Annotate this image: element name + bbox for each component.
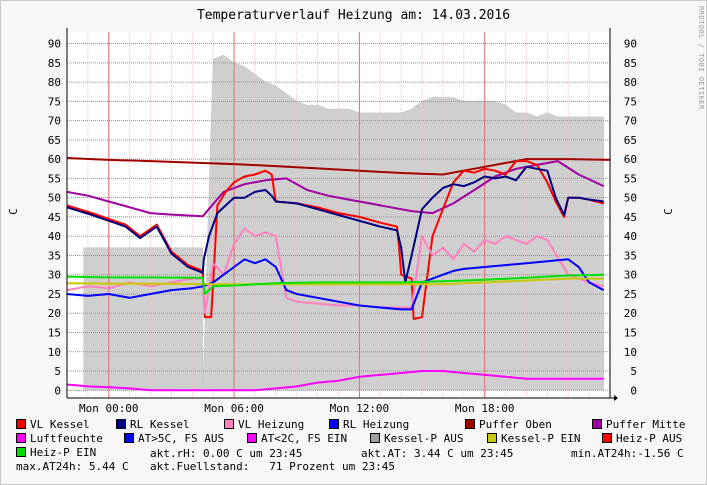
legend-item: RL Heizung — [329, 418, 409, 431]
y-tick-label-left: 75 — [48, 95, 61, 108]
info-outside-temp: akt.AT: 3.44 C um 23:45 — [361, 447, 514, 460]
y-tick-label-right: 25 — [624, 288, 637, 301]
legend-swatch — [602, 433, 612, 443]
legend-label: Puffer Oben — [479, 418, 552, 431]
y-tick-label-left: 5 — [54, 365, 61, 378]
legend-label: Heiz-P AUS — [616, 432, 683, 445]
y-tick-label-right: 80 — [624, 76, 637, 89]
y-tick-label-right: 75 — [624, 95, 637, 108]
y-tick-label-right: 60 — [624, 153, 637, 166]
y-tick-label-right: 5 — [630, 365, 637, 378]
y-tick-label-left: 35 — [48, 249, 61, 262]
legend-swatch — [224, 419, 234, 429]
y-tick-label-left: 85 — [48, 57, 61, 70]
y-tick-label-right: 90 — [624, 38, 637, 51]
y-tick-label-right: 40 — [624, 230, 637, 243]
y-tick-label-left: 65 — [48, 134, 61, 147]
legend-item: Puffer Oben — [465, 418, 552, 431]
legend-label: Luftfeuchte — [30, 432, 103, 445]
legend-item: Luftfeuchte — [16, 432, 103, 445]
y-tick-label-right: 10 — [624, 346, 637, 359]
info-humidity: akt.rH: 0.00 C um 23:45 — [150, 447, 303, 460]
x-tick-label: Mon 06:00 — [204, 402, 264, 415]
y-tick-label-right: 50 — [624, 192, 637, 205]
legend-item: RL Kessel — [116, 418, 190, 431]
legend-item: Heiz-P AUS — [602, 432, 682, 445]
series-line-kessel-p-ein — [66, 277, 604, 286]
legend-swatch — [16, 419, 26, 429]
legend-label: VL Kessel — [30, 418, 90, 431]
legend-label: AT>5C, FS AUS — [138, 432, 225, 445]
y-tick-label-left: 45 — [48, 211, 61, 224]
y-tick-label-right: 65 — [624, 134, 637, 147]
y-tick-label-right: 85 — [624, 57, 637, 70]
legend-label: RL Heizung — [343, 418, 410, 431]
legend-item: Kessel-P AUS — [370, 432, 463, 445]
chart-title: Temperaturverlauf Heizung am: 14.03.2016 — [196, 8, 511, 23]
y-tick-label-right: 0 — [630, 384, 637, 397]
y-tick-label-right: 70 — [624, 115, 637, 128]
legend-swatch — [16, 433, 26, 443]
y-tick-label-left: 90 — [48, 38, 61, 51]
info-max-temp: max.AT24h: 5.44 C — [16, 460, 129, 473]
series-line-rl-kessel — [66, 165, 604, 284]
series-line-puffer-mitte — [66, 160, 605, 218]
y-tick-label-left: 0 — [54, 384, 61, 397]
legend-swatch — [124, 433, 134, 443]
y-tick-label-left: 40 — [48, 230, 61, 243]
series-line-heiz-p-ein — [66, 273, 604, 295]
legend-swatch — [370, 433, 380, 443]
legend-swatch — [465, 419, 475, 429]
info-min-temp: min.AT24h:-1.56 C — [571, 447, 684, 460]
x-tick-label: Mon 12:00 — [330, 402, 390, 415]
y-tick-label-left: 10 — [48, 346, 61, 359]
legend-item: Puffer Mitte — [592, 418, 685, 431]
legend-label: Kessel-P AUS — [384, 432, 464, 445]
legend-label: VL Heizung — [238, 418, 305, 431]
y-tick-label-left: 25 — [48, 288, 61, 301]
series-line-rl-heizung — [66, 258, 605, 311]
y-tick-label-left: 55 — [48, 172, 61, 185]
legend-label: Puffer Mitte — [606, 418, 686, 431]
y-tick-label-left: 30 — [48, 269, 61, 282]
legend-item: AT>5C, FS AUS — [124, 432, 224, 445]
x-axis-arrow — [614, 395, 618, 401]
series-line-luftfeuchte — [66, 370, 604, 392]
area-kessel-p-aus — [66, 54, 604, 391]
y-tick-label-left: 15 — [48, 327, 61, 340]
legend-label: Heiz-P EIN — [30, 446, 97, 459]
y-tick-label-right: 20 — [624, 307, 637, 320]
legend-label: RL Kessel — [130, 418, 190, 431]
y-tick-label-left: 70 — [48, 115, 61, 128]
legend-item: AT<2C, FS EIN — [247, 432, 347, 445]
legend-item: VL Heizung — [224, 418, 304, 431]
y-tick-label-right: 15 — [624, 327, 637, 340]
legend-label: Kessel-P EIN — [501, 432, 581, 445]
legend-swatch — [116, 419, 126, 429]
y-tick-label-right: 45 — [624, 211, 637, 224]
y-tick-label-left: 20 — [48, 307, 61, 320]
x-tick-label: Mon 18:00 — [455, 402, 515, 415]
legend-swatch — [592, 419, 602, 429]
legend-swatch — [329, 419, 339, 429]
legend-item: Heiz-P EIN — [16, 446, 96, 459]
y-tick-label-right: 35 — [624, 249, 637, 262]
legend-swatch — [487, 433, 497, 443]
y-tick-label-right: 30 — [624, 269, 637, 282]
y-tick-label-left: 60 — [48, 153, 61, 166]
vendor-text: RRDTOOL / TOBI OETIKER — [697, 6, 705, 110]
legend-item: VL Kessel — [16, 418, 90, 431]
y-tick-label-left: 50 — [48, 192, 61, 205]
legend-swatch — [247, 433, 257, 443]
legend-swatch — [16, 447, 26, 457]
legend-item: Kessel-P EIN — [487, 432, 580, 445]
y-tick-label-right: 55 — [624, 172, 637, 185]
info-fill-level: akt.Fuellstand: 71 Prozent um 23:45 — [150, 460, 396, 473]
y-tick-label-left: 80 — [48, 76, 61, 89]
x-tick-label: Mon 00:00 — [79, 402, 139, 415]
legend-label: AT<2C, FS EIN — [261, 432, 348, 445]
